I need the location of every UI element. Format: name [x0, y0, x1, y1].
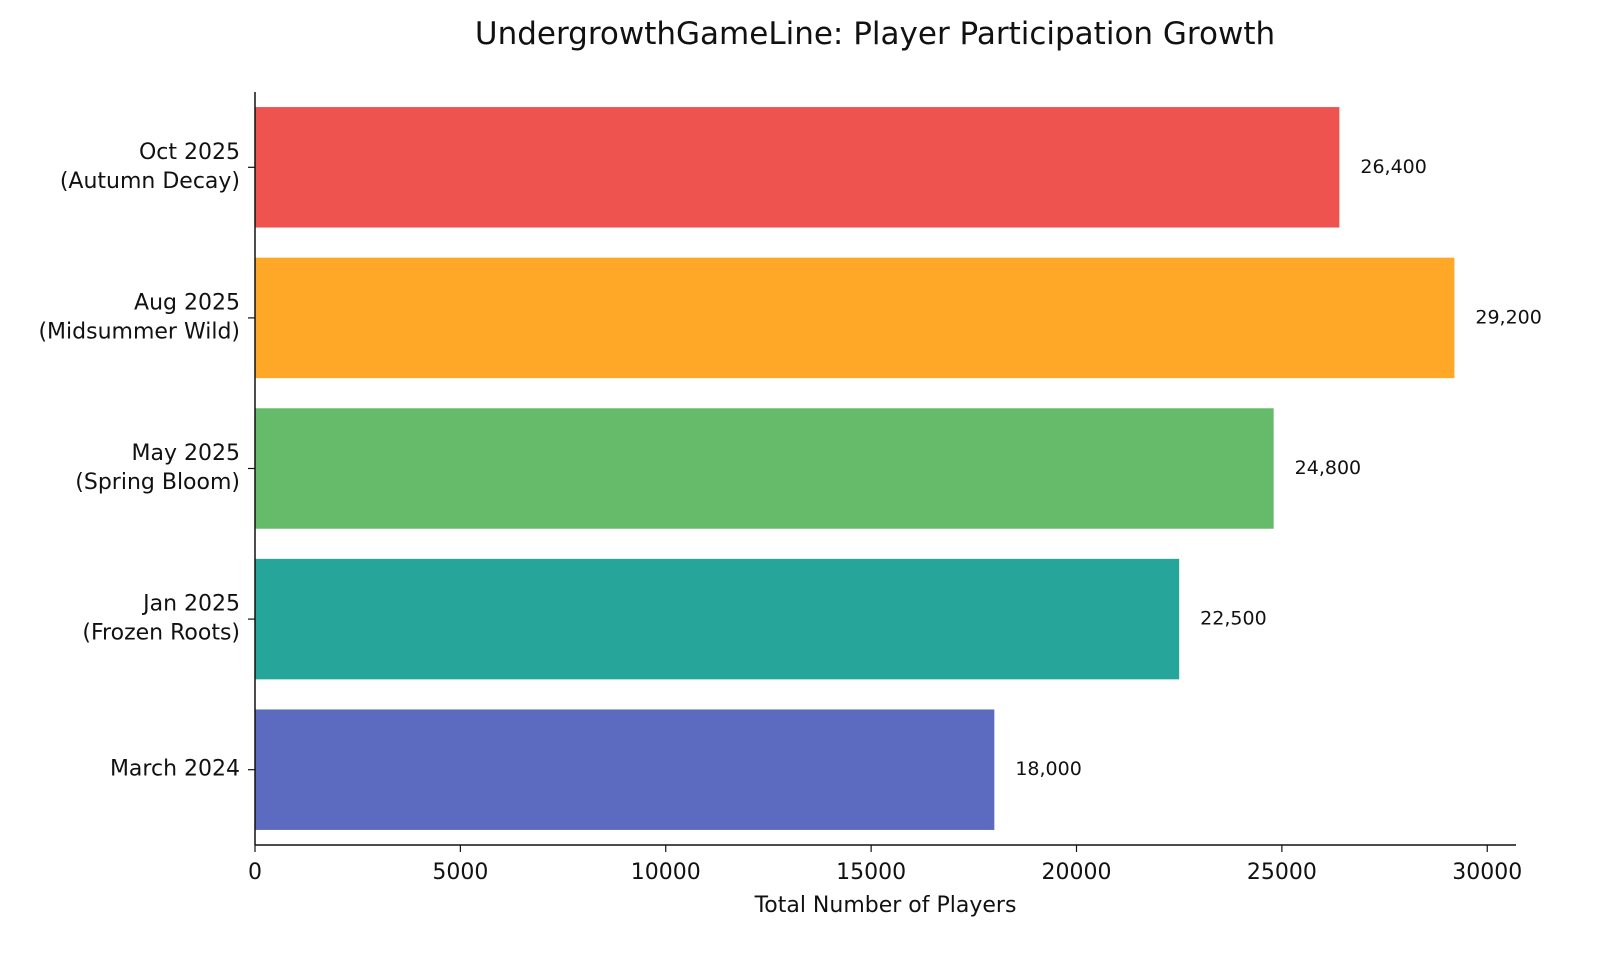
bar-value-label: 22,500 — [1200, 608, 1266, 630]
category-label: March 2024 — [110, 757, 240, 782]
bar — [255, 709, 995, 830]
category-label: Oct 2025 (Autumn Decay) — [60, 140, 240, 194]
bar-value-label: 24,800 — [1295, 457, 1361, 479]
chart-title: UndergrowthGameLine: Player Participatio… — [474, 16, 1276, 52]
bar — [255, 257, 1455, 379]
x-axis-title: Total Number of Players — [754, 893, 1017, 918]
x-tick-label: 25000 — [1247, 860, 1317, 885]
bar-value-label: 18,000 — [1015, 758, 1081, 780]
category-label: Aug 2025 (Midsummer Wild) — [38, 290, 240, 344]
x-tick-label: 15000 — [836, 860, 906, 885]
x-tick-label: 5000 — [432, 860, 488, 885]
axes-layer: 0 5000 10000 15000 20000 25000 30000 Total Numb… — [248, 92, 1522, 918]
x-tick-label: 0 — [248, 860, 262, 885]
x-tick-label: 20000 — [1041, 860, 1111, 885]
bar-value-label: 29,200 — [1475, 306, 1541, 328]
bars-layer — [255, 107, 1455, 830]
x-tick-label: 30000 — [1452, 860, 1522, 885]
category-label: May 2025 (Spring Bloom) — [75, 441, 240, 495]
labels-layer: 26,400 Oct 2025 (Autumn Decay) 29,200 Aug 20… — [38, 140, 1541, 782]
bar — [255, 558, 1180, 680]
bar — [255, 408, 1274, 529]
bar-value-label: 26,400 — [1360, 156, 1426, 178]
x-tick-label: 10000 — [631, 860, 701, 885]
bar — [255, 107, 1340, 228]
category-label: Jan 2025 (Frozen Roots) — [82, 592, 240, 646]
